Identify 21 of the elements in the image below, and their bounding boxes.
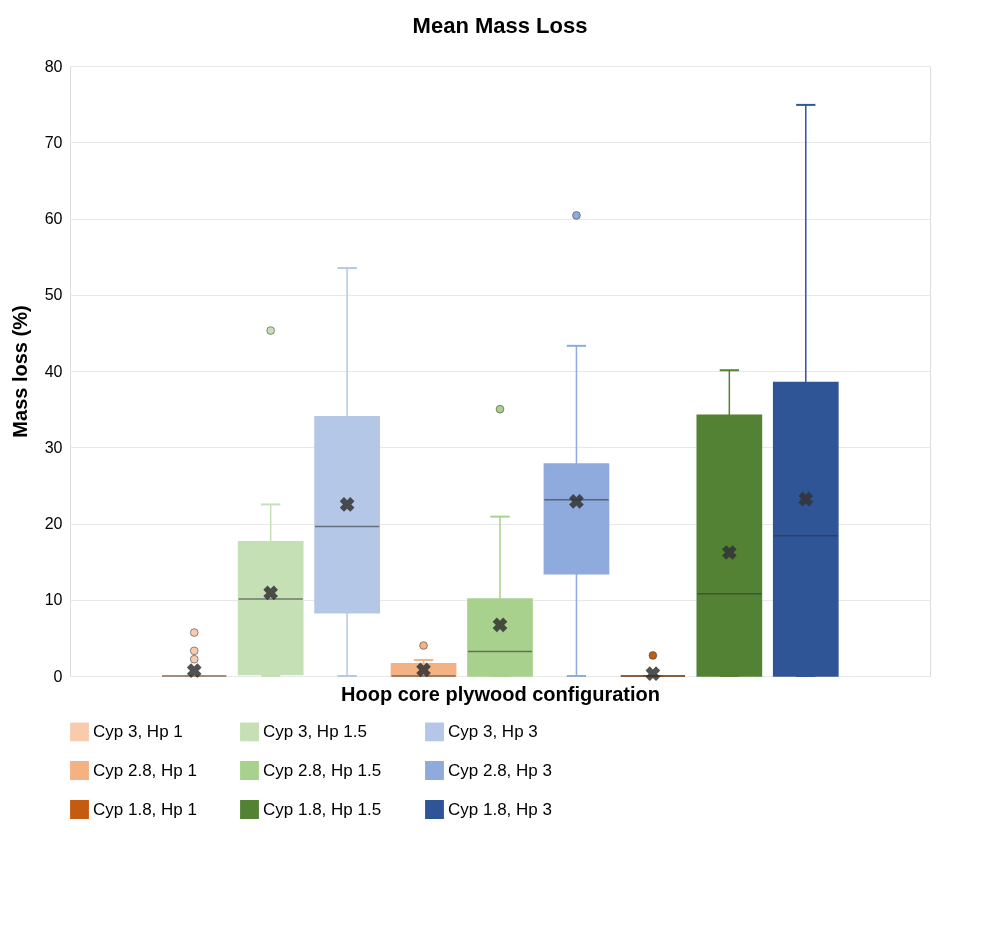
y-tick-label: 80	[44, 57, 63, 75]
legend-label: Cyp 1.8, Hp 1.5	[263, 799, 382, 819]
chart-title: Mean Mass Loss	[412, 13, 588, 38]
y-tick-label: 30	[44, 438, 63, 456]
y-axis-title: Mass loss (%)	[8, 305, 31, 438]
legend-label: Cyp 3, Hp 1	[93, 721, 183, 741]
y-tick-label: 10	[44, 591, 63, 609]
legend-label: Cyp 2.8, Hp 3	[448, 760, 552, 780]
legend-label: Cyp 3, Hp 3	[448, 721, 538, 741]
y-tick-label: 0	[53, 667, 63, 685]
legend-label: Cyp 1.8, Hp 3	[448, 799, 552, 819]
y-tick-label: 50	[44, 286, 63, 304]
y-tick-label: 70	[44, 133, 63, 151]
legend-label: Cyp 3, Hp 1.5	[263, 721, 367, 741]
legend-label: Cyp 1.8, Hp 1	[93, 799, 197, 819]
y-tick-label: 60	[44, 210, 63, 227]
legend-label: Cyp 2.8, Hp 1	[93, 760, 197, 780]
legend-label: Cyp 2.8, Hp 1.5	[263, 760, 382, 780]
x-axis-title: Hoop core plywood configuration	[341, 682, 660, 705]
y-tick-label: 40	[44, 362, 63, 380]
y-tick-label: 20	[44, 515, 63, 532]
